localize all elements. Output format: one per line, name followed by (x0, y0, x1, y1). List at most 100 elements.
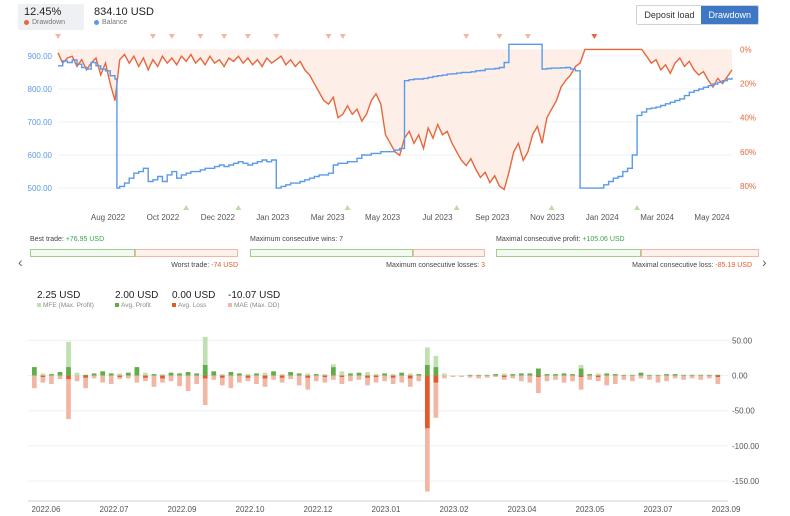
x-tick-label: Nov 2023 (530, 213, 565, 222)
prev-arrow-icon[interactable]: ‹ (18, 254, 23, 270)
avg-profit-swatch (115, 303, 119, 308)
mae-bar (74, 375, 80, 382)
mae-bar (32, 375, 37, 389)
avg-profit-bar (228, 372, 234, 376)
metric-avg-profit: 2.00 USD Avg. Profit (115, 290, 158, 309)
avg-loss-bar (279, 375, 285, 378)
balance-drawdown-chart: 500.00 600.00 700.00 800.00 900.00 0% 20% 40% 60… (28, 34, 756, 222)
mae-bar (604, 375, 610, 386)
bottom-marker (344, 205, 351, 210)
balance-tab[interactable]: 834.10 USD Balance (88, 4, 180, 30)
avg-profit-bar (698, 374, 704, 376)
mae-bar (134, 375, 140, 383)
mae-bar (382, 375, 387, 382)
mae-bar (373, 375, 379, 383)
avg-profit-bar (382, 373, 387, 376)
avg-profit-bar (578, 368, 584, 376)
x-tick-label: Mar 2023 (311, 213, 345, 222)
mae-bar (254, 375, 259, 384)
drawdown-tab[interactable]: 12.45% Drawdown (18, 4, 84, 30)
avg-loss-bar (160, 375, 165, 379)
x-tick-label: 2023.04 (508, 505, 537, 514)
y-tick-label: -50.00 (732, 407, 755, 416)
next-arrow-icon[interactable]: › (762, 254, 767, 270)
mae-bar (544, 375, 550, 382)
top-marker (496, 34, 503, 39)
avg-profit-bar (672, 374, 678, 376)
metric-mae: -10.07 USD MAE (Max. DD) (228, 290, 280, 309)
mae-bar (262, 375, 268, 387)
avg-profit-bar (476, 374, 481, 376)
avg-profit-bar (100, 371, 106, 376)
mae-bar (715, 375, 721, 384)
mae-bar (484, 375, 490, 378)
y-left-tick-label: 900.00 (28, 52, 53, 61)
best-trade-bar (30, 249, 135, 257)
drawdown-area (58, 49, 732, 190)
avg-profit-bar (715, 374, 721, 376)
mfe-bar (245, 374, 251, 376)
y-tick-label: 50.00 (732, 336, 753, 345)
mfe-bar (424, 347, 430, 376)
trade-excursion-chart: 50.00 0.00 -50.00 -100.00 -150.00 2022.06 2022… (28, 336, 760, 514)
mfe-bar (595, 373, 601, 376)
mae-bar (365, 375, 370, 386)
best-trade-label: Best trade: (30, 236, 64, 243)
metric-avg-loss-label: Avg. Loss (178, 302, 207, 309)
x-tick-label: Sep 2023 (475, 213, 510, 222)
avg-profit-bar (536, 368, 541, 376)
avg-profit-bar (664, 374, 669, 376)
mae-bar (578, 375, 584, 390)
avg-profit-bar (254, 373, 259, 376)
avg-profit-bar (211, 371, 217, 376)
top-marker (168, 34, 175, 39)
avg-profit-bar (151, 374, 157, 376)
y-tick-label: 0.00 (732, 372, 748, 381)
avg-loss-bar (433, 375, 439, 383)
y-left-tick-label: 500.00 (28, 184, 53, 193)
mae-bar (339, 375, 345, 384)
avg-loss-bar (245, 375, 251, 378)
avg-profit-bar (544, 374, 550, 376)
max-loss-label: Maximal consecutive loss: (632, 262, 714, 269)
avg-loss-bar (262, 375, 268, 379)
avg-loss-bar (424, 375, 430, 429)
mae-bar (57, 375, 63, 380)
deposit-load-button[interactable]: Deposit load (637, 6, 702, 24)
max-profit-bar (496, 249, 641, 257)
mfe-bar (74, 372, 80, 376)
y-tick-label: -150.00 (732, 477, 760, 486)
x-tick-label: 2023.09 (712, 505, 741, 514)
avg-profit-bar (399, 372, 405, 376)
avg-profit-bar (237, 373, 242, 376)
top-marker (244, 34, 251, 39)
avg-loss-bar (305, 375, 311, 378)
avg-profit-bar (681, 374, 686, 376)
mae-bar (570, 375, 575, 382)
avg-profit-bar (527, 373, 533, 376)
metric-avg-loss-value: 0.00 USD (172, 290, 216, 301)
avg-profit-bar (57, 372, 63, 376)
mae-bar (595, 375, 601, 382)
mae-bar (587, 375, 593, 380)
max-losses-stat: Maximum consecutive losses: 3 (386, 262, 485, 269)
mae-bar (151, 375, 157, 387)
mae-bar (553, 375, 558, 380)
max-loss-stat: Maximal consecutive loss: -85.19 USD (632, 262, 752, 269)
top-marker (463, 34, 470, 39)
drawdown-button[interactable]: Drawdown (701, 6, 758, 24)
avg-loss-swatch (172, 303, 176, 308)
avg-profit-bar (416, 374, 422, 376)
bottom-marker (453, 205, 460, 210)
x-tick-label: Jul 2023 (422, 213, 453, 222)
bottom-marker (548, 205, 555, 210)
mfe-bar (442, 373, 447, 376)
metric-mfe: 2.25 USD MFE (Max. Profit) (37, 290, 94, 309)
x-tick-label: Jan 2024 (586, 213, 619, 222)
mfe-bar (322, 374, 328, 376)
top-marker (149, 34, 156, 39)
mfe-bar (365, 372, 370, 376)
mae-bar (655, 375, 661, 383)
y-right-tick-label: 60% (740, 148, 756, 157)
avg-profit-bar (49, 374, 54, 376)
